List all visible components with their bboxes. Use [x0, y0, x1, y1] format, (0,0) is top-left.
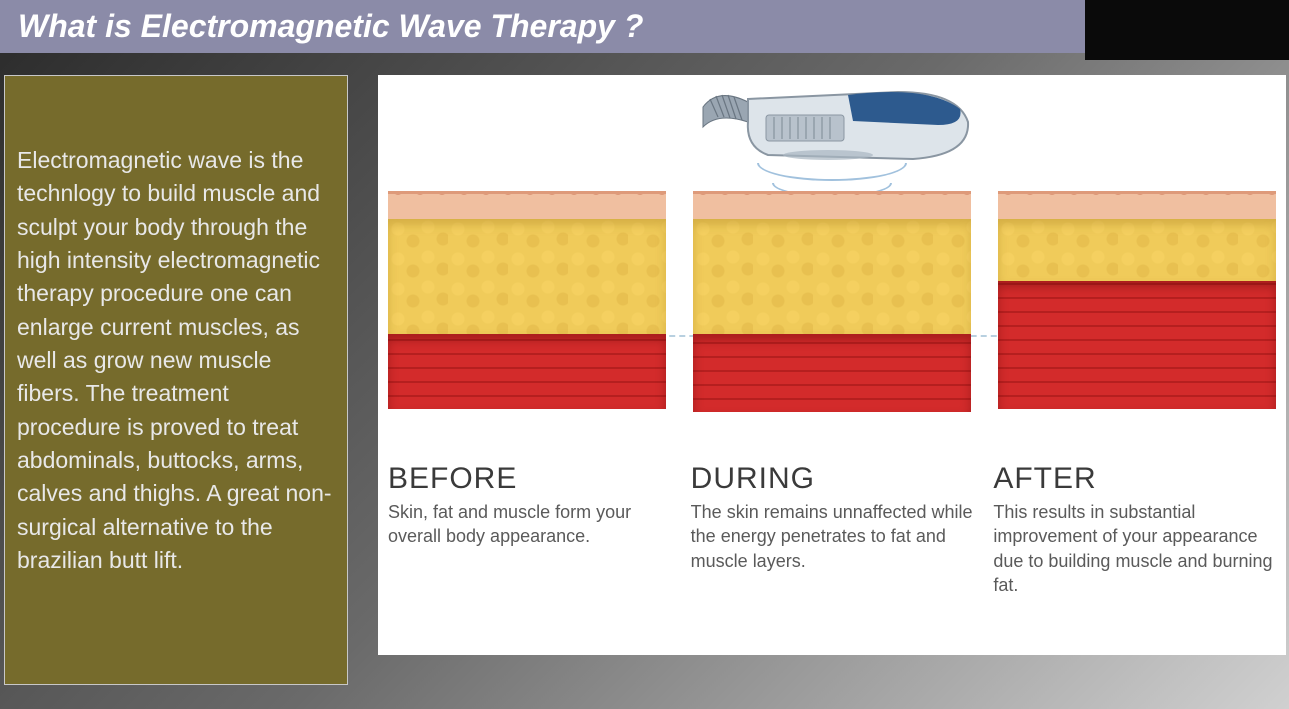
skin-layer	[998, 191, 1276, 219]
stage-labels-row: BEFORE Skin, fat and muscle form your ove…	[388, 462, 1276, 597]
page-title: What is Electromagnetic Wave Therapy ?	[18, 8, 643, 44]
stage-title: BEFORE	[388, 462, 671, 496]
stage-description: The skin remains unnaffected while the e…	[691, 500, 974, 573]
corner-dark-block	[1085, 0, 1289, 60]
description-sidebar: Electromagnetic wave is the technlogy to…	[4, 75, 348, 685]
fat-layer	[693, 219, 971, 334]
page-title-bar: What is Electromagnetic Wave Therapy ?	[0, 0, 1085, 53]
stage-title: AFTER	[993, 462, 1276, 496]
description-text: Electromagnetic wave is the technlogy to…	[17, 144, 335, 577]
muscle-layer	[693, 334, 971, 412]
muscle-layer	[998, 281, 1276, 409]
fat-layer	[388, 219, 666, 334]
tissue-block-during	[693, 191, 971, 412]
stage-label-before: BEFORE Skin, fat and muscle form your ove…	[388, 462, 671, 597]
stage-label-after: AFTER This results in substantial improve…	[993, 462, 1276, 597]
stage-description: Skin, fat and muscle form your overall b…	[388, 500, 671, 549]
tissue-block-after	[998, 191, 1276, 412]
tissue-blocks-row	[388, 191, 1276, 412]
tissue-block-before	[388, 191, 666, 412]
muscle-layer	[388, 334, 666, 409]
stage-label-during: DURING The skin remains unnaffected while…	[691, 462, 974, 597]
skin-layer	[388, 191, 666, 219]
fat-layer	[998, 219, 1276, 281]
content-row: Electromagnetic wave is the technlogy to…	[0, 53, 1289, 685]
diagram-panel: BEFORE Skin, fat and muscle form your ove…	[378, 75, 1286, 655]
stage-title: DURING	[691, 462, 974, 496]
stage-description: This results in substantial improvement …	[993, 500, 1276, 597]
skin-layer	[693, 191, 971, 219]
